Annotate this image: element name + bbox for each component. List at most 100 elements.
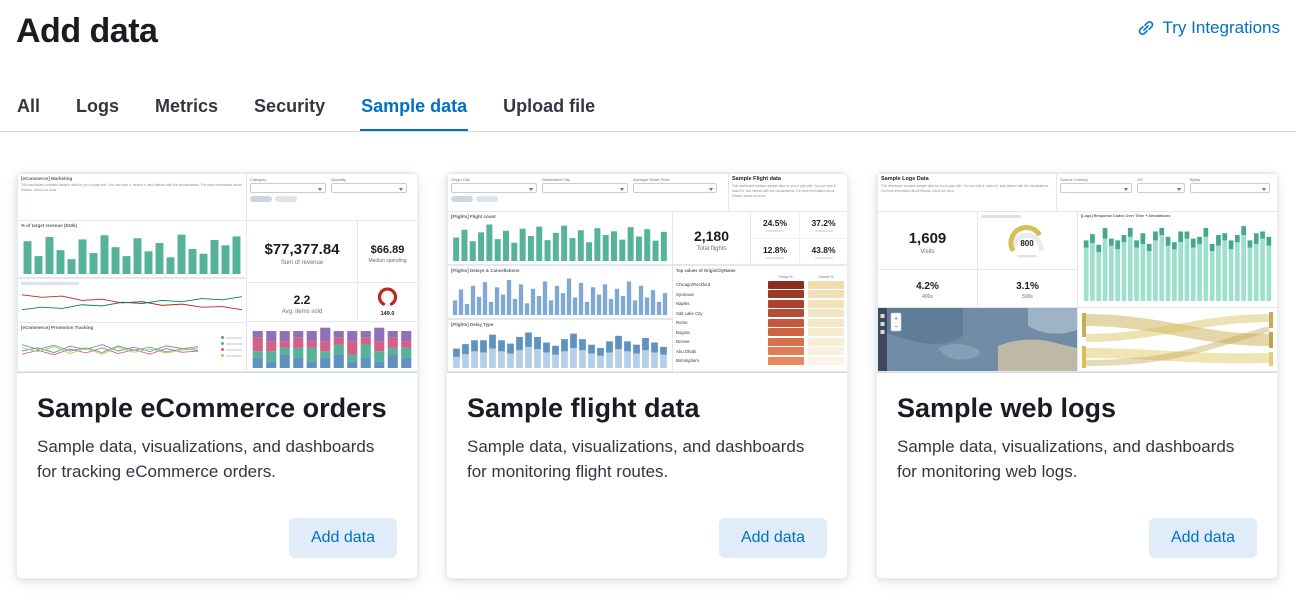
- category-stacked-chart: [251, 326, 413, 368]
- panel-median-spending: $66.89 Median spending: [357, 220, 417, 283]
- table-cell-cancel-heat: [808, 290, 844, 299]
- panel-revenue-bars: % of target revenue ($10k): [17, 220, 247, 278]
- dropdown-control: [451, 183, 537, 193]
- sales-line-chart: [22, 288, 242, 319]
- table-cell-delay-heat: [768, 328, 804, 337]
- control-label: Average Ticket Price: [633, 177, 670, 182]
- dropdown-control: [542, 183, 628, 193]
- table-cell-cancel-heat: [808, 337, 844, 346]
- card-title: Sample flight data: [467, 393, 700, 423]
- text-placeholder: [814, 256, 833, 259]
- text-placeholder: [226, 348, 242, 351]
- panel-title: [eCommerce] Promotion Tracking: [21, 325, 94, 330]
- response-codes-bar-chart: [1083, 223, 1272, 301]
- table-row: Denver: [673, 337, 847, 347]
- percentage-cell: 24.5%: [751, 212, 799, 238]
- card-body: Sample flight data Sample data, visualiz…: [447, 373, 847, 578]
- table-cell-delay-heat: [768, 337, 804, 346]
- table-title: Top values of OriginCityName: [676, 268, 736, 273]
- tab-logs[interactable]: Logs: [76, 96, 120, 116]
- card-title: Sample web logs: [897, 393, 1117, 423]
- table-cell-city: Naples: [676, 301, 690, 307]
- table-row: Bogota: [673, 328, 847, 338]
- panel-markdown: Sample Flight data This dashboard contai…: [728, 173, 847, 212]
- text-placeholder: [226, 336, 242, 339]
- legend-dot: [221, 348, 224, 351]
- tab-all[interactable]: All: [17, 96, 41, 116]
- tab-bar: All Logs Metrics Security Sample data Up…: [0, 84, 1296, 132]
- add-data-button-ecommerce[interactable]: Add data: [288, 518, 397, 558]
- table-row: Syracuse: [673, 290, 847, 300]
- preview-logs-dashboard: Sample Logs Data This dashboard contains…: [877, 173, 1277, 373]
- panel-machine-os-flow: [1077, 307, 1277, 372]
- panel-delay-percentages: 24.5% 37.2% 12.8% 43.8%: [750, 211, 847, 265]
- table-cell-delay-heat: [768, 290, 804, 299]
- sample-data-cards: [eCommerce] Marketing This dashboard con…: [0, 132, 1296, 579]
- flight-count-bar-chart: [452, 223, 668, 261]
- panel-delays-cancellations: [Flights] Delays & Cancellations: [447, 265, 673, 319]
- gauge-value: 149.0: [381, 311, 395, 317]
- promotion-line-chart: [22, 335, 198, 367]
- panel-avg-items: 2.2 Avg. items sold: [246, 282, 358, 322]
- panel-title: Sample Flight data: [732, 176, 781, 182]
- metric-label: Median spending: [368, 257, 407, 264]
- table-cell-city: Birmingham: [676, 358, 699, 364]
- card-body: Sample eCommerce orders Sample data, vis…: [17, 373, 417, 578]
- svg-text:−: −: [894, 324, 898, 331]
- tab-sample-data[interactable]: Sample data: [360, 84, 468, 131]
- table-cell-delay-heat: [768, 280, 804, 289]
- try-integrations-label: Try Integrations: [1162, 18, 1280, 37]
- panel-title: [eCommerce] Marketing: [21, 176, 73, 181]
- legend-dot: [221, 336, 224, 339]
- metric-label: Total flights: [696, 246, 727, 252]
- panel-flight-count: [Flights] Flight count: [447, 211, 673, 265]
- add-data-button-flights[interactable]: Add data: [718, 518, 827, 558]
- percentage-cell: 12.8%: [751, 238, 799, 264]
- metric-label: 400s: [922, 294, 933, 300]
- panel-markdown: Sample Logs Data This dashboard contains…: [877, 173, 1057, 212]
- panel-sales-lines: [17, 278, 247, 323]
- tab-metrics[interactable]: Metrics: [155, 96, 219, 116]
- metric-value: 1,609: [908, 230, 947, 247]
- metric-label: Avg. items sold: [281, 309, 323, 315]
- table-cell-delay-heat: [768, 347, 804, 356]
- percentage-cell: 37.2%: [799, 212, 847, 238]
- panel-delay-type: [Flights] Delay Type: [447, 319, 673, 372]
- panel-description-text: This dashboard contains sample data for …: [881, 184, 1050, 194]
- text-placeholder: [226, 354, 242, 357]
- card-sample-flights: Origin City Destination City Average Tic…: [446, 172, 848, 579]
- card-title: Sample eCommerce orders: [37, 393, 387, 423]
- gauge-chart: 800: [1008, 225, 1044, 258]
- panel-visits: 1,609 Visits: [877, 211, 978, 270]
- delay-type-stacked-chart: [452, 331, 668, 368]
- panel-unique-visitors-gauge: 800: [977, 211, 1078, 270]
- panel-origin-city-table: Top values of OriginCityName Delay % Can…: [672, 265, 847, 372]
- card-sample-web-logs: Sample Logs Data This dashboard contains…: [876, 172, 1278, 579]
- panel-controls: Category Quantity: [246, 173, 417, 221]
- table-cell-city: Rome: [676, 320, 688, 326]
- text-placeholder: [226, 342, 242, 345]
- dropdown-control: [633, 183, 717, 193]
- table-cell-city: Abu Dhabi: [676, 348, 697, 354]
- dropdown-control: [331, 183, 407, 193]
- table-column-header: Delay %: [779, 275, 793, 279]
- table-cell-cancel-heat: [808, 280, 844, 289]
- try-integrations-link[interactable]: Try Integrations: [1137, 18, 1280, 38]
- panel-sum-revenue: $77,377.84 Sum of revenue: [246, 220, 358, 283]
- tab-upload-file[interactable]: Upload file: [503, 96, 596, 116]
- gauge-value: 800: [1020, 239, 1034, 248]
- panel-description-text: This dashboard contains sample data for …: [732, 184, 837, 199]
- tab-security[interactable]: Security: [254, 96, 326, 116]
- page-title: Add data: [16, 12, 158, 50]
- panel-400s: 4.2% 400s: [877, 269, 978, 308]
- metric-label: Visits: [920, 249, 935, 255]
- panel-title: [Flights] Delay Type: [451, 322, 494, 327]
- add-data-button-web-logs[interactable]: Add data: [1148, 518, 1257, 558]
- text-placeholder: [814, 230, 833, 232]
- table-row: Abu Dhabi: [673, 347, 847, 357]
- metric-value: 2.2: [293, 293, 311, 307]
- table-cell-cancel-heat: [808, 328, 844, 337]
- control-label: Origin City: [451, 177, 470, 182]
- button-placeholder: [451, 196, 473, 202]
- chart-legend: [221, 336, 242, 357]
